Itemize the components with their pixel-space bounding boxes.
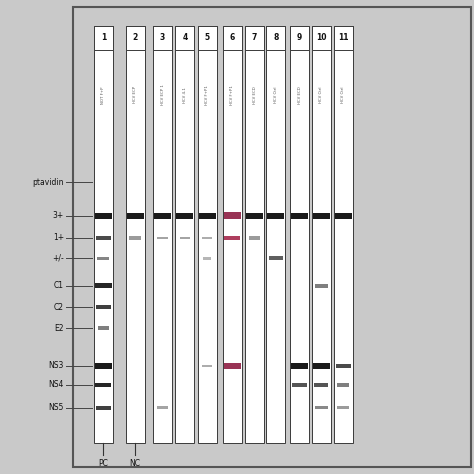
- Text: ptavidin: ptavidin: [33, 178, 64, 187]
- Text: HCV Ctrl: HCV Ctrl: [319, 87, 323, 103]
- Bar: [223, 26, 242, 50]
- Bar: [290, 26, 309, 50]
- Bar: [175, 26, 194, 50]
- Bar: [224, 212, 241, 219]
- Text: HCV Ctrl: HCV Ctrl: [274, 87, 278, 103]
- Text: NS5: NS5: [49, 403, 64, 412]
- Text: +/-: +/-: [52, 254, 64, 263]
- Text: NC: NC: [129, 459, 141, 468]
- Bar: [127, 213, 144, 219]
- Bar: [246, 213, 263, 219]
- Text: C1: C1: [54, 282, 64, 290]
- Bar: [312, 26, 331, 50]
- Bar: [96, 405, 111, 410]
- Text: 1+: 1+: [53, 234, 64, 242]
- Text: NS3: NS3: [49, 362, 64, 370]
- Text: HCV ECP 1: HCV ECP 1: [161, 84, 164, 105]
- Bar: [96, 236, 111, 240]
- Bar: [313, 363, 330, 369]
- Text: HCV ECD: HCV ECD: [298, 86, 301, 104]
- Text: 9: 9: [297, 34, 302, 42]
- Bar: [334, 26, 353, 443]
- Bar: [95, 213, 112, 219]
- Text: 1: 1: [100, 34, 106, 42]
- Text: 8: 8: [273, 34, 279, 42]
- Text: 7: 7: [252, 34, 257, 42]
- Text: HCV F+P1: HCV F+P1: [205, 85, 209, 105]
- Bar: [153, 26, 172, 443]
- Text: 10: 10: [316, 34, 327, 42]
- Text: HCV ECP: HCV ECP: [133, 86, 137, 103]
- Text: 3+: 3+: [53, 211, 64, 220]
- Bar: [157, 237, 168, 239]
- Text: NS4: NS4: [49, 381, 64, 389]
- Bar: [202, 365, 212, 367]
- Bar: [292, 383, 307, 387]
- Bar: [245, 26, 264, 50]
- Text: 3: 3: [160, 34, 165, 42]
- Bar: [73, 7, 471, 467]
- Text: HCV ECD: HCV ECD: [253, 86, 256, 104]
- Bar: [175, 26, 194, 443]
- Text: PC: PC: [99, 459, 108, 468]
- Text: E2: E2: [55, 324, 64, 332]
- Bar: [129, 237, 141, 240]
- Bar: [337, 406, 349, 409]
- Text: 11: 11: [338, 34, 348, 42]
- Bar: [269, 256, 283, 261]
- Bar: [154, 213, 171, 219]
- Bar: [153, 26, 172, 50]
- Bar: [337, 383, 349, 387]
- Bar: [95, 283, 112, 288]
- Bar: [314, 383, 328, 387]
- Bar: [223, 26, 242, 443]
- Bar: [224, 363, 241, 369]
- Bar: [291, 213, 308, 219]
- Bar: [95, 383, 111, 387]
- Text: NOT F+P: NOT F+P: [101, 86, 105, 103]
- Text: HCV F+P1: HCV F+P1: [230, 85, 234, 105]
- Bar: [94, 26, 113, 443]
- Bar: [336, 364, 351, 368]
- Text: 2: 2: [132, 34, 138, 42]
- Bar: [98, 326, 109, 330]
- Bar: [313, 213, 330, 219]
- Bar: [249, 237, 260, 240]
- Bar: [96, 305, 111, 310]
- Bar: [290, 26, 309, 443]
- Bar: [94, 26, 113, 50]
- Bar: [95, 363, 112, 369]
- Text: 5: 5: [205, 34, 210, 42]
- Text: 4: 4: [182, 34, 188, 42]
- Bar: [266, 26, 285, 50]
- Bar: [176, 213, 193, 219]
- Bar: [198, 26, 217, 50]
- Bar: [198, 26, 217, 443]
- Bar: [315, 406, 328, 409]
- Bar: [203, 257, 211, 260]
- Bar: [199, 213, 216, 219]
- Bar: [267, 213, 284, 219]
- Bar: [335, 213, 352, 219]
- Text: 6: 6: [229, 34, 235, 42]
- Bar: [126, 26, 145, 443]
- Bar: [245, 26, 264, 443]
- Bar: [334, 26, 353, 50]
- Bar: [97, 257, 109, 260]
- Bar: [202, 237, 212, 239]
- Bar: [315, 284, 328, 288]
- Bar: [266, 26, 285, 443]
- Bar: [291, 363, 308, 369]
- Bar: [126, 26, 145, 50]
- Bar: [312, 26, 331, 443]
- Bar: [180, 237, 190, 239]
- Text: HCV 4-1: HCV 4-1: [183, 87, 187, 103]
- Bar: [157, 406, 168, 409]
- Text: HCV Ctrl: HCV Ctrl: [341, 87, 345, 103]
- Bar: [224, 236, 240, 240]
- Text: C2: C2: [54, 303, 64, 311]
